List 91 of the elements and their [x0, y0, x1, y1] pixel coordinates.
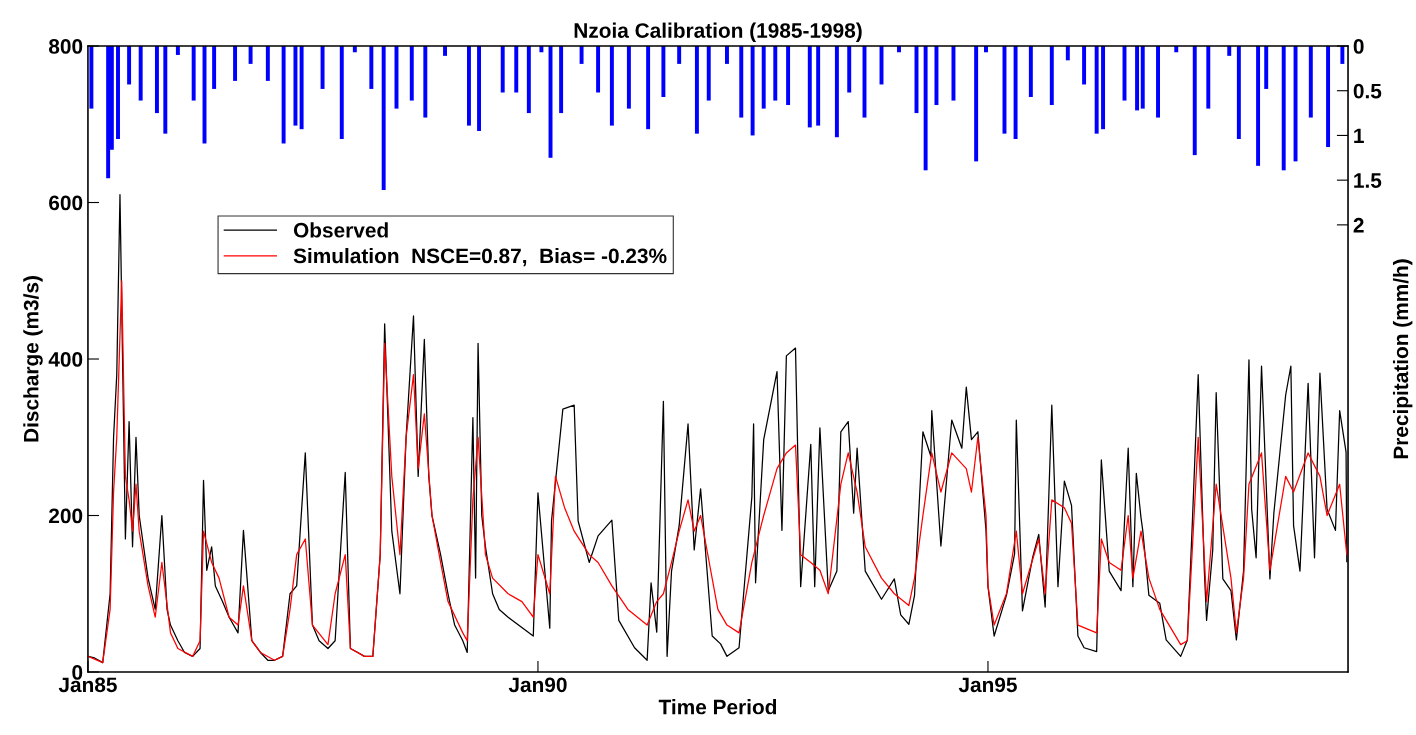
bar [739, 46, 744, 118]
bar [409, 46, 414, 101]
bar [1236, 46, 1241, 140]
bar [1013, 46, 1018, 140]
bar [320, 46, 325, 89]
bar [369, 46, 374, 89]
bar [191, 46, 196, 101]
bar [1256, 46, 1261, 166]
bar [579, 46, 584, 64]
bar [116, 46, 120, 140]
bar [773, 46, 778, 101]
bar [1094, 46, 1099, 134]
y-tick-label: 600 [49, 195, 83, 211]
bar [106, 46, 111, 179]
bar [212, 46, 217, 89]
y2-tick-label: 2 [1353, 217, 1364, 233]
bar [816, 46, 821, 126]
bar [847, 46, 852, 93]
bar [281, 46, 286, 144]
bar [339, 46, 344, 140]
bar [293, 46, 298, 126]
y2-tick-label: 0 [1353, 39, 1364, 54]
bar [609, 46, 614, 126]
bar [661, 46, 666, 97]
bar [646, 46, 651, 130]
bar [1326, 46, 1331, 148]
bar [807, 46, 812, 128]
y-tick-label: 200 [49, 508, 83, 524]
y2-tick-label: 1 [1354, 128, 1364, 143]
bar [1140, 46, 1145, 109]
bar [381, 46, 386, 190]
chart-title: Nzoia Calibration (1985-1998) [574, 22, 862, 42]
bar [1281, 46, 1286, 171]
y2-axis-title: Precipitation (mm/h) [1392, 259, 1413, 459]
bar [923, 46, 928, 171]
bar [1049, 46, 1054, 106]
bar [1101, 46, 1106, 130]
bar [423, 46, 428, 118]
bar [1340, 46, 1345, 64]
bar [175, 46, 180, 55]
bar [1264, 46, 1269, 89]
bar [974, 46, 979, 162]
bar [1227, 46, 1232, 56]
y2-tick-label: 0.5 [1353, 83, 1382, 99]
bar [725, 46, 729, 64]
bar [443, 46, 448, 56]
bar [138, 46, 143, 101]
bar [127, 46, 132, 85]
legend-label: Observed [293, 222, 388, 238]
x-axis-title: Time Period [658, 699, 777, 715]
bar [1156, 46, 1160, 118]
bar [154, 46, 159, 114]
y2-tick-label: 1.5 [1354, 173, 1382, 188]
bar [951, 46, 956, 101]
bar [596, 46, 601, 93]
bar [466, 46, 471, 126]
bar [233, 46, 238, 81]
bar [761, 46, 766, 109]
bar [677, 46, 682, 64]
bar [299, 46, 304, 130]
bar [1192, 46, 1197, 156]
bar [500, 46, 505, 93]
x-tick-label: Jan95 [958, 677, 1017, 693]
y-tick-label: 400 [48, 352, 83, 367]
bar [1293, 46, 1298, 162]
bar [934, 46, 939, 106]
bar [786, 46, 791, 106]
bar [265, 46, 270, 81]
bar [626, 46, 631, 109]
bar [1065, 46, 1070, 61]
bar [706, 46, 711, 101]
y-axis-title: Discharge (m3/s) [23, 276, 43, 442]
bar [1308, 46, 1313, 118]
bar [834, 46, 839, 138]
bar [248, 46, 253, 64]
bar [750, 46, 755, 136]
x-tick-label: Jan90 [508, 677, 567, 693]
bar [89, 46, 94, 109]
bar [1082, 46, 1087, 85]
bar [559, 46, 564, 114]
bar [694, 46, 699, 134]
bar [1028, 46, 1033, 97]
bar [1206, 46, 1211, 109]
bar [526, 46, 531, 114]
bar [514, 46, 519, 93]
legend-label: Simulation NSCE=0.87, Bias= -0.23% [293, 247, 667, 267]
bar [1135, 46, 1140, 111]
line-series [87, 280, 1348, 664]
bar [477, 46, 482, 131]
y-tick-label: 800 [48, 39, 83, 54]
bar [163, 46, 168, 134]
